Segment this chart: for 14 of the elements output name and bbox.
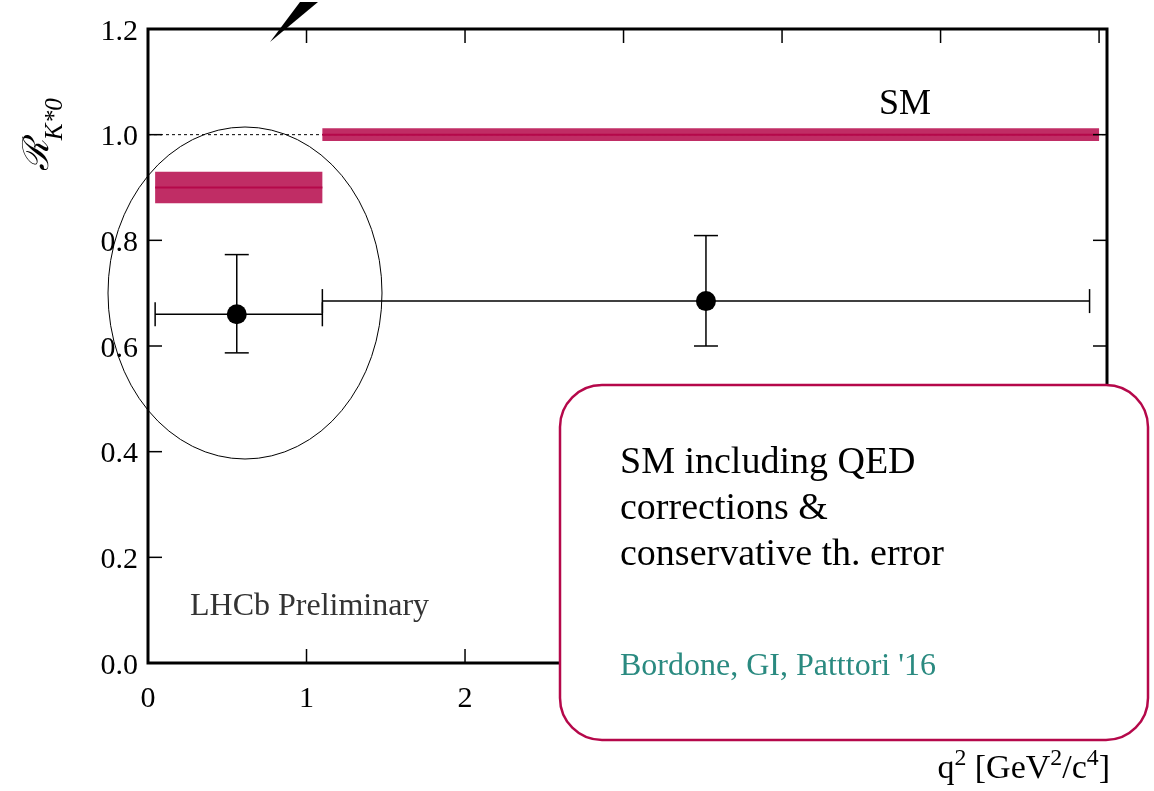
annotation: SM including QED corrections & conservative th. error bbox=[620, 439, 945, 573]
series-label: SM bbox=[878, 82, 931, 123]
y-tick-label: 0.2 bbox=[100, 540, 138, 574]
y-tick-label: 1.0 bbox=[100, 118, 138, 152]
y-tick-label: 1.2 bbox=[100, 12, 138, 46]
x-axis-title: q$^{2}$ [GeV$^{2}$/c$^{4}$] bbox=[937, 744, 1110, 785]
x-tick-label: 0 bbox=[140, 680, 156, 713]
y-tick-label: 0.0 bbox=[100, 646, 138, 680]
y-tick-label: 0.8 bbox=[100, 223, 138, 257]
x-tick-label: 2 bbox=[457, 680, 473, 713]
annotation: Bordone, GI, Patttori '16 bbox=[620, 646, 936, 682]
y-tick-label: 0.4 bbox=[100, 435, 138, 469]
annotation: LHCb Preliminary bbox=[190, 586, 430, 622]
x-tick-label: 1 bbox=[299, 680, 315, 713]
